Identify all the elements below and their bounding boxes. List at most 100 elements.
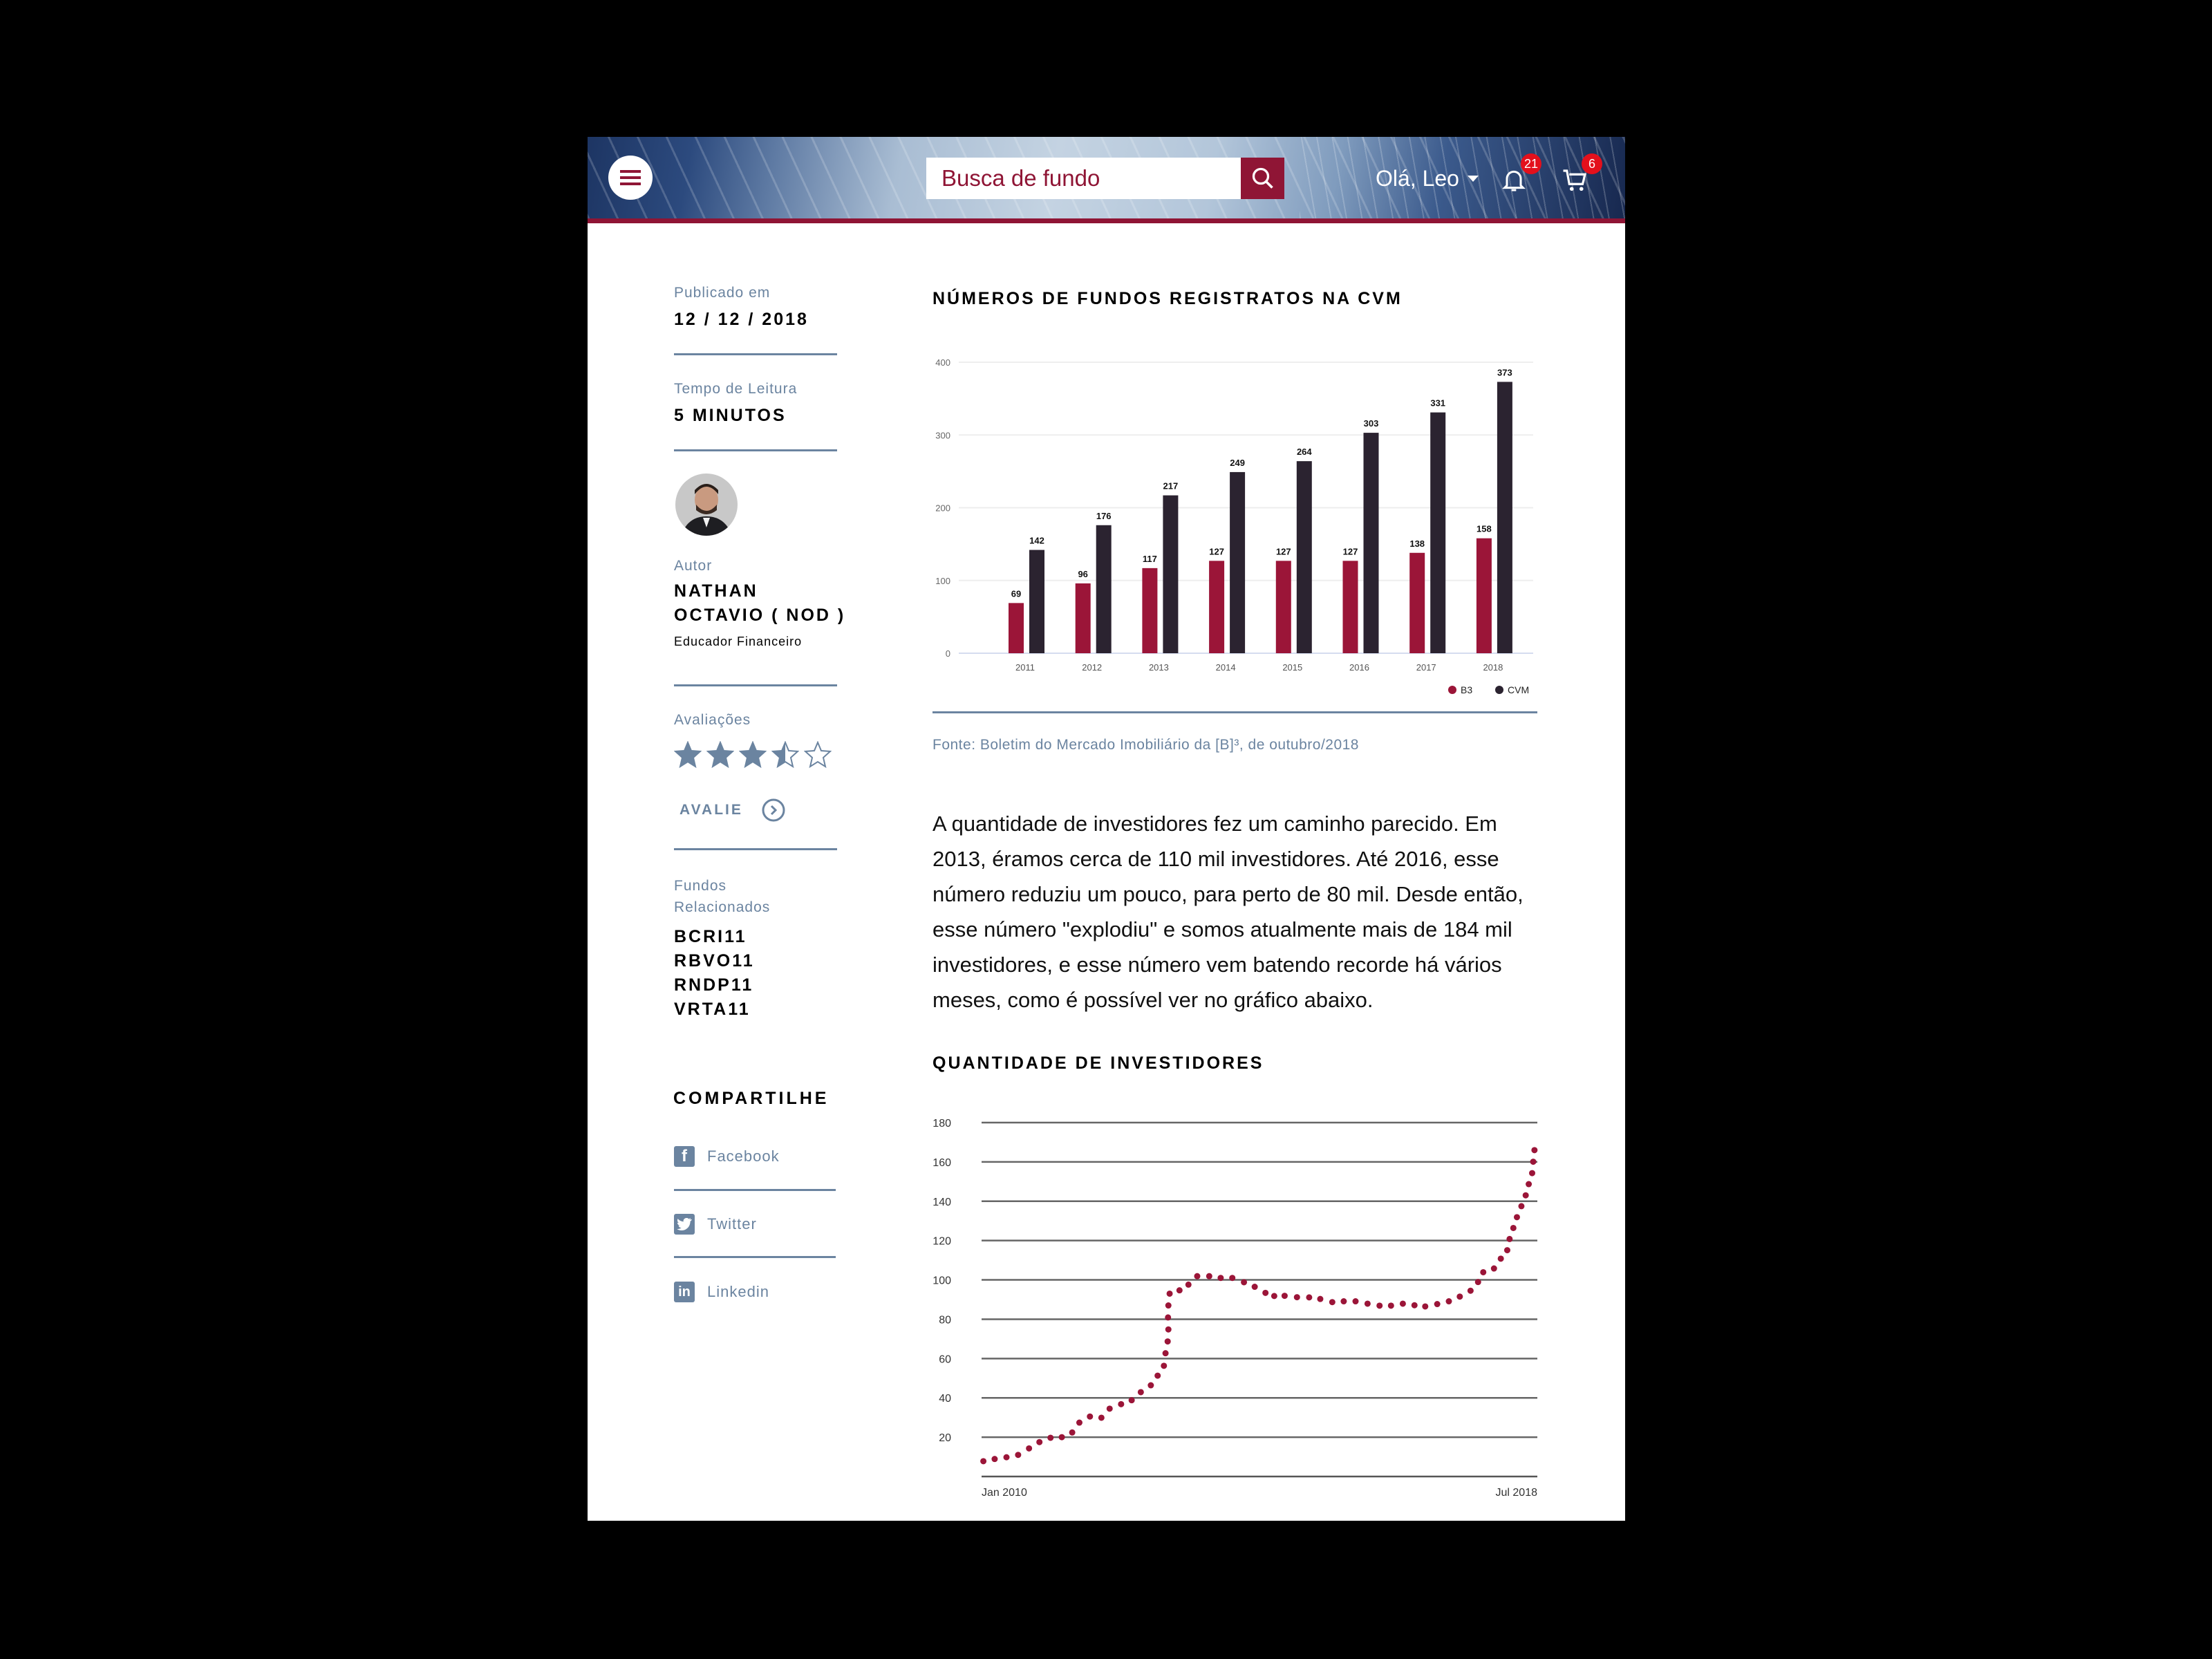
data-point [991,1456,998,1463]
star-full-icon[interactable] [706,741,734,769]
cart-badge: 6 [1582,153,1602,174]
data-point [1128,1397,1135,1404]
bar-b3 [1476,538,1492,653]
share-linkedin[interactable]: in Linkedin [674,1282,769,1302]
author-avatar[interactable] [675,474,738,536]
data-point [1003,1454,1010,1461]
data-label: 69 [1011,588,1021,599]
star-half-icon[interactable] [771,741,799,769]
data-point [1467,1287,1474,1294]
data-point [1497,1255,1504,1262]
header-stripe [588,218,1625,223]
divider [674,449,837,451]
rate-label: AVALIE [679,802,743,818]
divider [674,1256,836,1258]
star-full-icon[interactable] [739,741,767,769]
cart-button[interactable]: 6 [1561,153,1602,198]
star-empty-icon[interactable] [804,741,832,769]
bar-cvm [1163,495,1179,653]
data-point [1522,1192,1529,1199]
share-facebook[interactable]: f Facebook [674,1146,780,1167]
data-point [1015,1452,1022,1459]
star-shape [706,741,734,769]
star-rating[interactable] [674,741,832,769]
related-fund-link[interactable]: RNDP11 [674,975,754,995]
data-point [1510,1224,1517,1231]
data-point [1165,1302,1172,1309]
data-point [1241,1279,1248,1286]
bar-b3 [1142,568,1158,653]
data-point [1434,1301,1441,1308]
y-tick-label: 100 [932,1275,951,1287]
y-tick-label: 40 [939,1393,951,1405]
data-point [1474,1279,1481,1286]
data-point [1154,1372,1161,1379]
y-tick-label: 400 [935,357,950,368]
data-point [1340,1298,1347,1305]
search-icon [1252,167,1273,189]
data-label: 217 [1163,481,1179,491]
data-point [980,1458,987,1465]
search-button[interactable] [1241,158,1284,199]
related-fund-link[interactable]: VRTA11 [674,1000,751,1019]
related-fund-link[interactable]: RBVO11 [674,951,755,971]
star-full-icon[interactable] [674,741,702,769]
data-point [1422,1303,1429,1310]
data-point [1206,1273,1212,1280]
author-name[interactable]: NATHAN [674,581,758,601]
x-tick-label: 2011 [1015,662,1035,673]
article-paragraph: A quantidade de investidores fez um cami… [932,812,1524,1012]
related-fund-link[interactable]: BCRI11 [674,927,747,946]
star-shape [739,741,767,769]
rate-button[interactable]: AVALIE [679,798,786,823]
hamburger-icon [620,170,641,173]
y-tick-label: 180 [932,1118,951,1130]
author-label: Autor [674,558,713,574]
share-twitter[interactable]: Twitter [674,1214,757,1235]
bar-cvm [1363,433,1379,653]
y-tick-label: 120 [932,1236,951,1248]
data-label: 264 [1297,447,1312,457]
search-box [926,158,1241,199]
data-label: 158 [1477,524,1492,534]
greeting: Olá, Leo [1376,166,1459,191]
data-point [1376,1302,1383,1309]
published-date: 12 / 12 / 2018 [674,310,809,329]
author-photo [681,484,732,536]
bar-b3 [1209,561,1225,653]
author-name-line2[interactable]: OCTAVIO ( NOD ) [674,606,846,625]
y-tick-label: 160 [932,1157,951,1169]
chevron-right-circle-icon [762,798,785,822]
related-funds-label: Fundos Relacionados [674,875,770,918]
chart-source: Fonte: Boletim do Mercado Imobiliário da… [932,737,1359,753]
data-point [1166,1290,1173,1297]
data-label: 249 [1230,458,1245,468]
data-point [1480,1268,1487,1275]
hamburger-icon-bar [620,182,641,185]
bar-b3 [1075,583,1091,653]
data-point [1506,1235,1513,1242]
data-point [1530,1159,1537,1165]
data-point [1194,1273,1201,1280]
data-label: 303 [1364,418,1379,429]
divider [674,684,837,686]
hamburger-icon-bar [620,176,641,179]
data-label: 117 [1143,554,1157,564]
menu-button[interactable] [608,156,653,200]
x-tick-label: 2012 [1082,662,1102,673]
share-label: Twitter [707,1215,757,1232]
chart2-title: QUANTIDADE DE INVESTIDORES [932,1053,1264,1073]
data-point [1036,1438,1043,1445]
user-menu[interactable]: Olá, Leo [1376,166,1479,191]
notifications-button[interactable]: 21 [1500,153,1541,197]
data-point [1164,1338,1171,1345]
x-tick-label: 2017 [1416,662,1436,673]
search-input[interactable] [926,158,1232,199]
twitter-icon [674,1214,695,1235]
data-point [1490,1265,1497,1272]
data-point [1229,1275,1236,1282]
data-point [1456,1293,1463,1300]
related-label-line2: Relacionados [674,899,771,915]
y-tick-label: 0 [946,648,950,659]
data-point [1147,1382,1154,1389]
